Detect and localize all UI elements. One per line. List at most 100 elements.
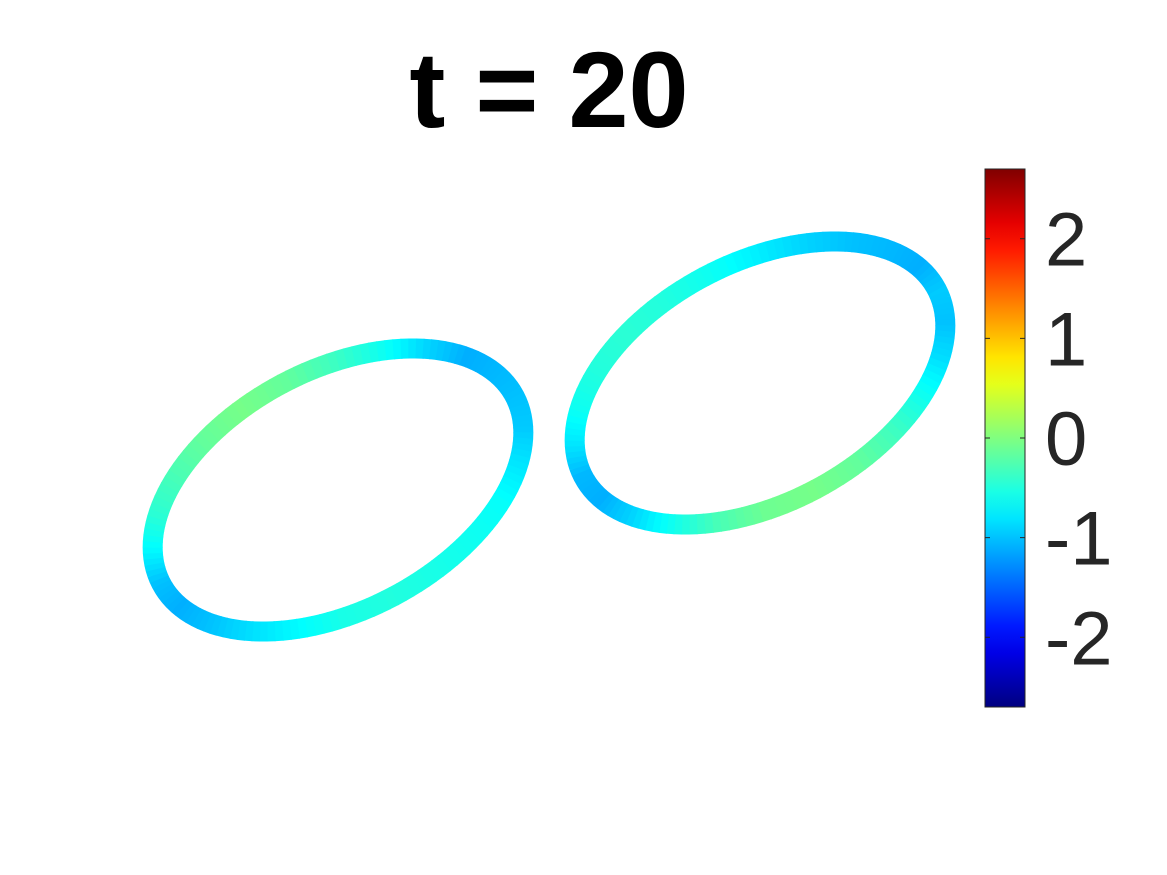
curve-segment	[293, 363, 311, 386]
curve-segment	[927, 357, 949, 372]
curve-segment	[787, 487, 805, 510]
curve-segment	[441, 341, 454, 363]
curve-segment	[865, 437, 887, 459]
curve-segment	[934, 313, 956, 322]
colorbar-tick-label: -1	[1045, 497, 1113, 582]
curve-segment	[916, 265, 936, 284]
curve-segment	[651, 511, 663, 533]
curve-segment	[510, 447, 532, 459]
curve-segment	[359, 342, 373, 365]
curve-segment	[929, 351, 951, 365]
curve-segment	[795, 483, 813, 507]
colorbar-ticks: -2 -1 0 1 2	[985, 198, 1113, 681]
curve-segment	[424, 559, 445, 582]
curve-segment	[384, 339, 396, 361]
curve-segment	[168, 462, 191, 481]
curve-segment	[717, 510, 731, 532]
curve-segment	[647, 296, 668, 319]
curve-segment	[218, 408, 239, 431]
curve-segment	[317, 353, 334, 376]
curve-segment	[924, 362, 947, 378]
curve-segment	[802, 480, 821, 503]
curve-segment	[494, 372, 514, 391]
curve-segment	[211, 414, 233, 436]
curve-segment	[883, 420, 905, 442]
curve-segment	[590, 355, 613, 374]
curve-segment	[691, 267, 710, 291]
curve-segment	[731, 249, 749, 272]
curve-segment	[193, 431, 215, 453]
curve-segment	[633, 307, 655, 329]
curve-segment	[479, 357, 496, 378]
curve-segment	[326, 350, 342, 373]
curve-segment	[789, 234, 803, 256]
curve-segment	[142, 534, 164, 543]
curve-segment	[564, 444, 586, 453]
curve-segment	[723, 252, 741, 275]
curve-segment	[489, 493, 512, 511]
curve-segment	[715, 256, 733, 279]
curve-segment	[934, 330, 956, 339]
curve-segment	[903, 397, 925, 417]
curve-segment	[143, 556, 165, 566]
curve-segment	[505, 391, 527, 406]
curve-segment	[888, 415, 910, 436]
curve-segment	[602, 495, 619, 516]
curve-segment	[326, 609, 342, 632]
curve-segment	[748, 243, 764, 266]
curve-segment	[806, 232, 818, 254]
curve-segment	[493, 487, 515, 505]
curve-segment	[586, 362, 609, 380]
curve-segment	[933, 335, 955, 346]
curve-segment	[748, 502, 764, 525]
curve-segment	[155, 582, 176, 599]
curve-segment	[921, 368, 944, 385]
curve-segment	[443, 544, 465, 566]
curve-segment	[392, 338, 403, 360]
curve-segment	[144, 521, 166, 533]
colorbar-tick-label: 0	[1045, 397, 1087, 482]
curve-segment	[814, 231, 825, 253]
curve-segment	[567, 458, 589, 471]
curve-segment	[931, 295, 953, 308]
curve-segment	[913, 261, 932, 280]
curve-segment	[725, 508, 739, 531]
curve-segment	[422, 338, 432, 360]
closed-curve-2	[564, 231, 956, 535]
curve-segment	[565, 420, 587, 431]
curve-segment	[151, 495, 174, 511]
curve-segment	[209, 614, 223, 636]
curve-segment	[756, 500, 772, 523]
curve-segment	[583, 368, 605, 386]
curve-segment	[277, 370, 296, 393]
curve-segment	[625, 505, 639, 527]
curve-segment	[565, 449, 587, 459]
curve-segment	[859, 442, 880, 465]
curve-segment	[447, 342, 461, 364]
curve-segment	[905, 253, 923, 274]
curve-segment	[577, 475, 598, 492]
curve-segment	[644, 510, 657, 532]
curve-segment	[573, 388, 596, 404]
curve-segment	[569, 462, 591, 476]
curve-segment	[771, 494, 789, 517]
curve-segment	[487, 364, 506, 384]
curve-segment	[253, 383, 273, 406]
curve-segment	[931, 346, 953, 359]
curve-segment	[640, 301, 661, 324]
curve-segment	[435, 340, 447, 362]
curve-segment	[453, 344, 467, 366]
curve-segment	[875, 237, 889, 259]
curve-segment	[231, 398, 252, 421]
curve-segment	[236, 619, 248, 641]
curve-segment	[857, 233, 869, 255]
closed-curve-1	[142, 338, 534, 642]
curve-segment	[464, 348, 479, 370]
curve-segment	[180, 602, 197, 623]
curve-segment	[798, 233, 810, 255]
colorbar-tick-label: 2	[1045, 198, 1087, 283]
curve-segment	[658, 512, 670, 534]
curve-segment	[844, 231, 854, 253]
curve-segment	[580, 478, 601, 497]
curve-segment	[246, 388, 266, 411]
